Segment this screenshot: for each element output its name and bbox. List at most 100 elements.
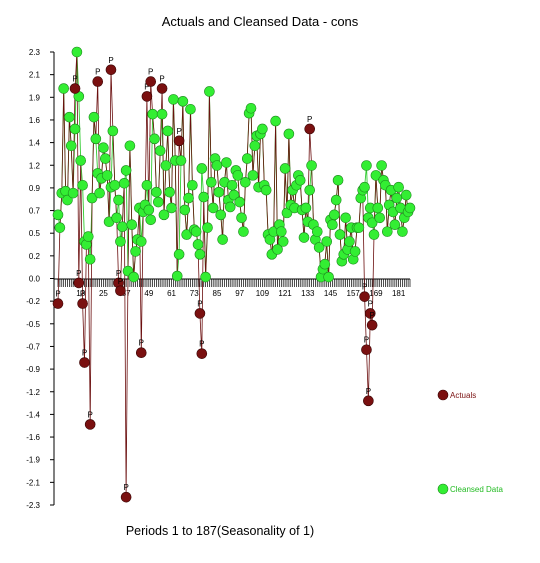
y-tick-label: -1.4 — [26, 410, 40, 419]
point-actuals — [79, 357, 90, 368]
point-cleansed-data — [130, 246, 141, 257]
outlier-marker-label: P — [123, 483, 128, 492]
point-cleansed-data — [111, 212, 122, 224]
point-cleansed-data — [238, 226, 249, 237]
outlier-marker-label: P — [368, 299, 373, 308]
point-cleansed-data — [372, 202, 384, 214]
point-cleansed-data — [366, 217, 378, 229]
point-cleansed-data — [257, 123, 268, 135]
point-cleansed-data — [54, 222, 66, 233]
point-cleansed-data — [171, 270, 183, 282]
point-actuals — [196, 348, 208, 359]
point-cleansed-data — [359, 181, 370, 193]
point-cleansed-data — [228, 189, 240, 201]
y-tick-label: 0.9 — [29, 184, 41, 193]
y-tick-label: 0.0 — [29, 275, 41, 284]
point-cleansed-data — [90, 133, 102, 145]
y-tick-label: -2.1 — [26, 478, 40, 487]
y-tick-label: 1.4 — [29, 139, 41, 148]
y-tick-label: 0.7 — [29, 207, 41, 216]
x-tick-label: 25 — [99, 289, 108, 298]
point-cleansed-data — [98, 142, 109, 154]
point-cleansed-data — [198, 191, 210, 203]
point-cleansed-data — [247, 170, 259, 181]
point-actuals — [363, 395, 374, 407]
x-tick-label: 61 — [167, 289, 176, 298]
point-cleansed-data — [145, 214, 157, 226]
outlier-marker-label: P — [307, 115, 312, 124]
point-actuals — [77, 298, 88, 309]
point-cleansed-data — [207, 202, 219, 214]
point-cleansed-data — [173, 249, 185, 260]
point-cleansed-data — [260, 184, 272, 196]
x-tick-label: 121 — [278, 289, 292, 298]
y-tick-label: -0.9 — [26, 365, 40, 374]
point-cleansed-data — [249, 140, 261, 152]
point-cleansed-data — [279, 163, 291, 174]
point-actuals — [84, 419, 96, 430]
point-cleansed-data — [58, 83, 69, 94]
point-cleansed-data — [135, 236, 147, 247]
x-tick-label: 181 — [392, 289, 406, 298]
outlier-marker-label: P — [144, 82, 149, 91]
point-cleansed-data — [84, 253, 96, 265]
point-cleansed-data — [128, 271, 139, 283]
point-cleansed-data — [205, 176, 217, 188]
outlier-marker-label: P — [199, 340, 204, 349]
point-cleansed-data — [120, 165, 132, 176]
y-tick-label: 1.9 — [29, 93, 41, 102]
point-cleansed-data — [160, 160, 172, 171]
legend-label-cleansed-data: Cleansed Data — [450, 485, 503, 494]
point-cleansed-data — [118, 177, 130, 189]
point-cleansed-data — [202, 222, 213, 233]
point-cleansed-data — [404, 202, 416, 214]
point-cleansed-data — [158, 209, 170, 221]
outlier-marker-label: P — [197, 299, 202, 308]
point-cleansed-data — [319, 258, 331, 270]
y-tick-label: -1.2 — [26, 388, 40, 397]
y-tick-label: 1.6 — [29, 116, 41, 125]
point-cleansed-data — [329, 209, 340, 221]
point-cleansed-data — [117, 221, 128, 232]
point-cleansed-data — [234, 196, 245, 208]
point-cleansed-data — [349, 246, 361, 257]
x-tick-label: 145 — [324, 289, 338, 298]
point-cleansed-data — [306, 160, 317, 171]
point-cleansed-data — [397, 226, 408, 237]
y-tick-label: 1.2 — [29, 161, 41, 170]
point-cleansed-data — [149, 133, 160, 145]
point-actuals — [173, 135, 185, 147]
point-cleansed-data — [330, 194, 342, 206]
x-tick-label: 13 — [76, 289, 85, 298]
point-cleansed-data — [75, 155, 87, 166]
point-cleansed-data — [323, 271, 334, 283]
point-cleansed-data — [69, 123, 81, 135]
x-tick-label: 133 — [301, 289, 315, 298]
point-cleansed-data — [187, 179, 198, 191]
point-cleansed-data — [221, 157, 232, 168]
point-cleansed-data — [272, 244, 283, 255]
point-cleansed-data — [400, 189, 412, 201]
point-cleansed-data — [100, 153, 111, 164]
point-cleansed-data — [162, 125, 174, 137]
series-lines — [57, 51, 411, 498]
point-actuals — [361, 344, 372, 356]
outlier-marker-label: P — [159, 75, 164, 84]
y-tick-label: 2.1 — [29, 71, 41, 80]
axes: 2.3 2.1 1.9 1.6 1.4 1.2 0.9 0.7 0.5 0.2 0.0 -0.2 -0.… — [26, 48, 411, 510]
x-axis-caption: Periods 1 to 187(Seasonality of 1) — [125, 524, 315, 538]
point-actuals — [366, 319, 378, 331]
point-actuals — [92, 76, 104, 87]
y-tick-label: -0.7 — [26, 342, 40, 351]
point-cleansed-data — [298, 232, 310, 243]
point-cleansed-data — [168, 94, 179, 105]
point-cleansed-data — [64, 111, 75, 123]
point-cleansed-data — [370, 170, 382, 181]
point-actuals — [145, 76, 157, 87]
point-cleansed-data — [62, 194, 73, 206]
outlier-marker-label: P — [116, 269, 121, 278]
outlier-marker-label: P — [176, 127, 181, 136]
point-actuals — [105, 64, 117, 76]
point-cleansed-data — [88, 111, 100, 123]
x-tick-label: 85 — [213, 289, 222, 298]
